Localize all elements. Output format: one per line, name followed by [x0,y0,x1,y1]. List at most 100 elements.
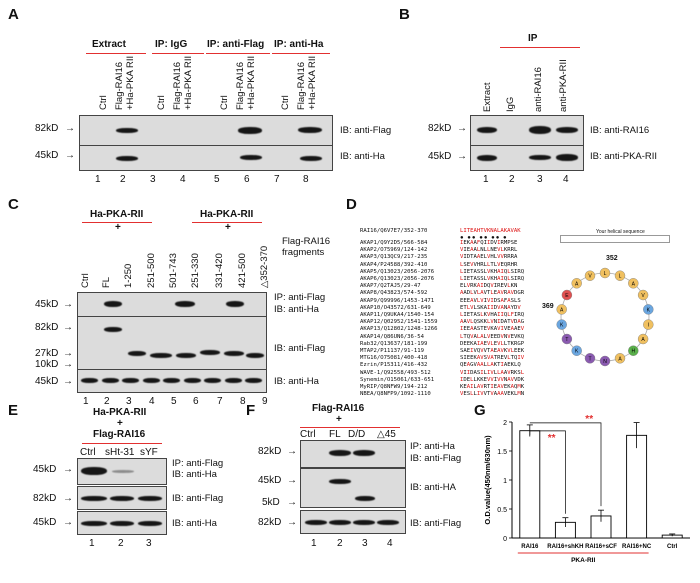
x-tick-label: Ctrl [667,544,678,550]
residue: L [480,312,484,318]
residue: A [490,355,494,362]
mw-45kd: 45kD [35,376,59,387]
residue: R [470,283,474,290]
residue: V [500,376,504,383]
lane-number: 4 [180,174,186,185]
residue: L [460,312,464,318]
residue: R [507,247,511,254]
residue: I [463,247,467,254]
residue: A [517,319,521,326]
lane-label: Extract [482,82,493,112]
residue: E [463,240,467,246]
residue: K [520,376,525,383]
alignment-seq: ELVRKAIDQVIREVLKN [460,283,517,289]
y-tick-label: 1 [503,478,507,485]
residue: R [514,340,518,347]
residue: I [480,283,484,290]
residue: A [476,362,481,369]
residue: I [490,384,494,390]
wheel-residue-label: V [588,274,592,280]
lane-label: sHt-31 [105,447,135,458]
plus: + [336,414,342,425]
residue: E [466,312,471,318]
residue: M [517,391,521,398]
residue: A [473,326,477,333]
residue: V [514,333,518,340]
residue: L [476,333,481,340]
group-label: PKA-RII [571,557,595,564]
residue: S [483,355,487,362]
residue: V [487,276,491,282]
residue: T [490,261,494,268]
residue: L [463,283,467,290]
residue: V [503,326,508,333]
residue: V [500,384,504,390]
residue: V [460,254,464,261]
residue: E [507,326,511,333]
lane-label: anti-PKA-RII [558,59,569,112]
band [128,351,146,356]
alignment-id: Ezrin/P15311/416-432 [360,362,428,369]
residue: L [487,247,491,254]
lane-label: Ctrl [98,95,109,110]
residue: I [493,376,498,383]
ip-anti-flag: IP: anti-Flag [274,292,326,303]
lane-label: 251-500 [146,253,157,288]
residue: Q [460,362,464,369]
lane-number: 4 [387,538,393,549]
lane-label: Flag-RAI16 [114,61,125,110]
residue: R [514,261,518,268]
band [138,496,162,501]
mw-45kd: 45kD [33,517,57,528]
mw-82kd: 82kD [35,322,59,333]
residue: I [463,276,467,282]
residue: A [466,384,471,390]
residue: E [466,340,471,347]
significance-marker: ** [585,414,593,425]
residue: I [500,326,504,333]
residue: I [517,355,521,362]
residue: E [463,391,467,398]
residue: L [476,247,481,254]
group-igg-line [152,53,204,54]
lane-number: 3 [537,174,543,185]
residue: G [517,340,521,347]
wheel-residue [643,319,654,330]
band [116,128,138,133]
lane-number: 2 [104,396,110,407]
residue: V [480,355,484,362]
blot-f-middle [300,468,406,508]
band [116,156,138,161]
lane-number: 3 [362,538,368,549]
residue: R [500,240,504,246]
residue: K [490,326,494,333]
residue: N [503,333,508,340]
wheel-residue [643,304,654,315]
residue: L [507,312,511,318]
residue: G [470,362,474,369]
residue: T [480,326,484,333]
arrow: → [287,497,297,508]
band [81,496,107,501]
ip-anti-flag: IP: anti-Flag [172,458,224,469]
alignment-seq: DEEKAIAEVLEVLLTKRGP [460,341,524,347]
residue: V [487,333,491,340]
residue: K [517,333,521,340]
residue: E [463,297,467,304]
alignment-seq: LIETASSLVKHAIQLSIRQ [460,269,524,275]
residue: L [483,369,487,376]
blot-f-bottom [300,510,406,534]
residue: E [514,348,518,354]
header-flag-rai16: Flag-RAI16 [93,429,146,440]
residue: A [490,362,494,369]
residue: A [476,384,481,390]
residue: I [460,326,464,333]
residue: V [460,391,464,398]
residue: Q [520,312,525,318]
residue: G [517,290,521,297]
alignment-seq: SAEIVQVVTAEAVKVLEEK [460,348,524,354]
residue: A [493,391,498,398]
residue: R [517,312,521,318]
lane-label: 501-743 [168,253,179,288]
wheel-residue-label: A [560,307,564,313]
